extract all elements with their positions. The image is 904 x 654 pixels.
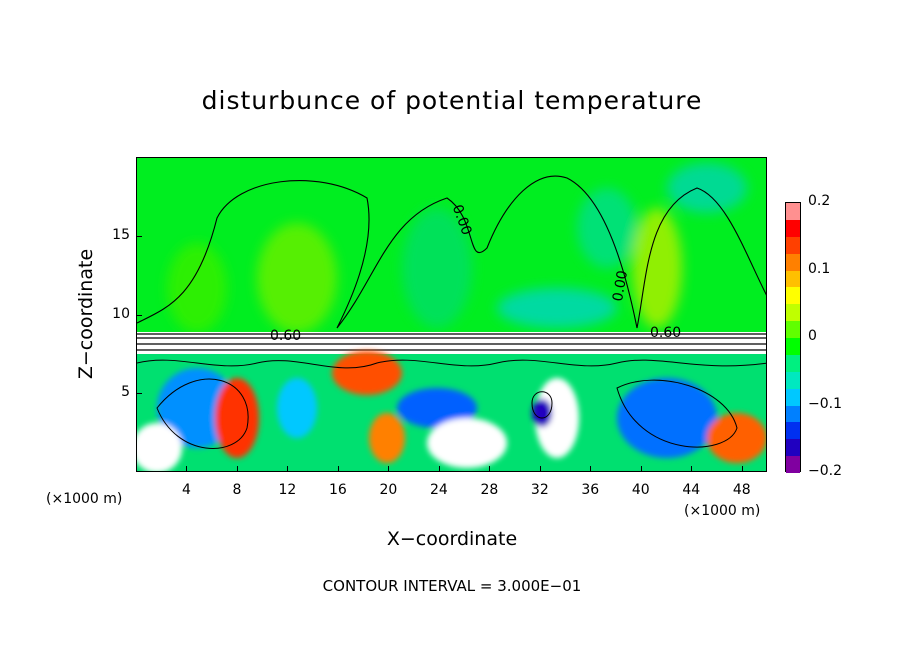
contour-interval-note: CONTOUR INTERVAL = 3.000E−01	[322, 577, 582, 595]
colorbar-tick-label: 0.2	[808, 193, 831, 209]
y-tick-label: 15	[112, 226, 130, 243]
y-axis-label: Z−coordinate	[75, 248, 97, 380]
colorbar-tick-label: −0.1	[808, 395, 842, 412]
x-tick-label: 24	[429, 482, 448, 498]
x-tick-label: 32	[530, 482, 549, 498]
contour-label-2: 0.60	[270, 328, 302, 344]
x-tick-mark	[236, 466, 238, 472]
x-tick-mark	[590, 466, 592, 472]
x-tick-label: 44	[682, 482, 701, 498]
contour-label-4: 0.60	[650, 325, 682, 341]
x-tick-mark	[691, 466, 693, 472]
colorbar-swatch	[786, 304, 800, 322]
colorbar-swatch	[786, 338, 800, 355]
colorbar-swatch	[786, 439, 800, 457]
x-tick-label: 48	[732, 482, 751, 498]
chart-title: disturbunce of potential temperature	[201, 86, 703, 115]
x-tick-mark	[539, 466, 541, 472]
x-tick-label: 4	[182, 482, 191, 498]
colorbar-swatch	[786, 236, 800, 254]
x-tick-label: 36	[581, 482, 600, 498]
x-tick-label: 28	[480, 482, 499, 498]
colorbar-swatch	[786, 287, 800, 305]
x-tick-label: 40	[631, 482, 650, 498]
y-tick-label: 5	[121, 384, 130, 401]
x-unit-right: (×1000 m)	[684, 503, 761, 519]
colorbar-swatch	[786, 270, 800, 288]
colorbar-swatch	[786, 203, 800, 220]
x-axis-label: X−coordinate	[386, 528, 518, 550]
x-tick-mark	[741, 466, 743, 472]
colorbar-swatch	[786, 405, 800, 423]
colorbar-tick-label: 0.1	[808, 260, 831, 277]
colorbar-swatch	[786, 354, 800, 372]
heatmap-field	[137, 158, 766, 471]
x-tick-label: 8	[232, 482, 242, 498]
colorbar-swatch	[786, 253, 800, 271]
x-tick-mark	[489, 466, 491, 472]
x-tick-mark	[438, 466, 440, 472]
colorbar-swatch	[786, 388, 800, 406]
y-tick-mark	[136, 235, 142, 237]
x-tick-mark	[287, 466, 289, 472]
colorbar-swatch	[786, 456, 800, 473]
colorbar-tick-label: 0	[808, 328, 817, 344]
x-tick-mark	[640, 466, 642, 472]
x-tick-label: 20	[379, 482, 398, 498]
y-tick-label: 10	[112, 305, 130, 322]
y-tick-mark	[136, 314, 142, 316]
colorbar-swatch	[786, 219, 800, 237]
x-tick-label: 12	[278, 482, 297, 498]
x-tick-mark	[337, 466, 339, 472]
colorbar-swatch	[786, 371, 800, 389]
x-unit-left: (×1000 m)	[46, 491, 123, 507]
colorbar-swatch	[786, 321, 800, 338]
x-tick-mark	[186, 466, 188, 472]
colorbar	[785, 202, 801, 473]
colorbar-swatch	[786, 422, 800, 440]
x-tick-label: 16	[328, 482, 347, 498]
y-tick-mark	[136, 393, 142, 395]
plot-area	[136, 157, 767, 472]
x-tick-mark	[388, 466, 390, 472]
colorbar-tick-label: −0.2	[808, 463, 842, 479]
